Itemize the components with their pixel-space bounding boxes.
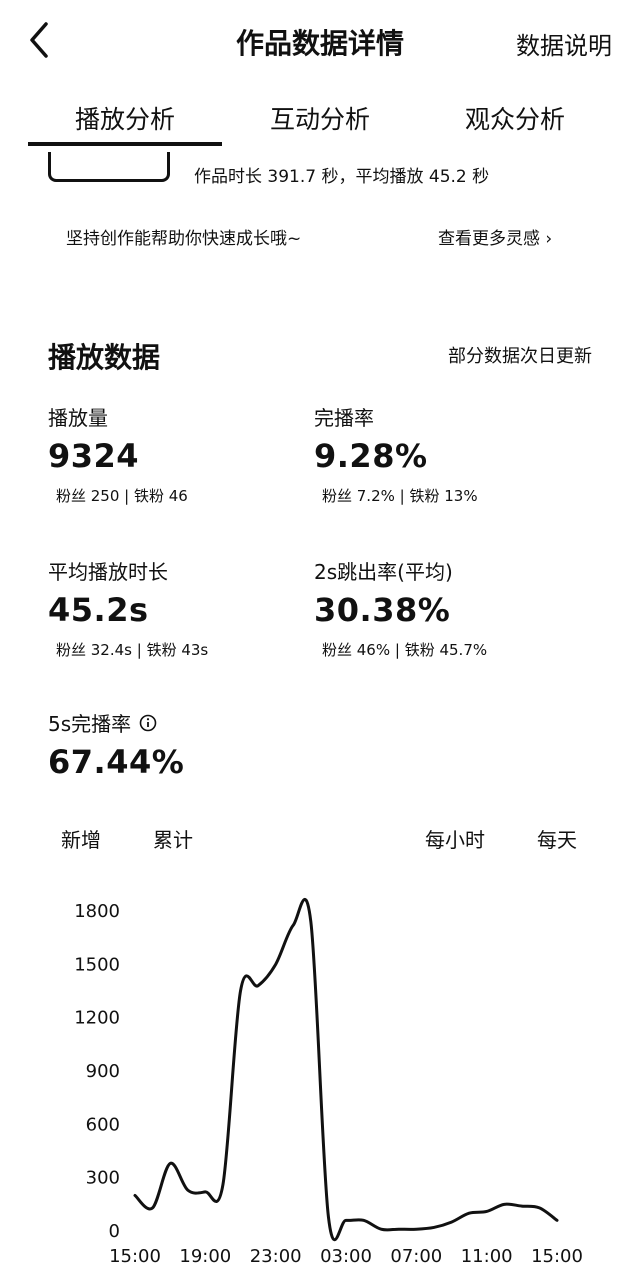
metric-plays: 播放量 9324 粉丝 250 | 铁粉 46 [48, 402, 188, 506]
metric-label: 播放量 [48, 406, 108, 430]
metric-value: 67.44% [48, 743, 185, 781]
metric-breakdown: 粉丝 250 | 铁粉 46 [56, 487, 188, 505]
metric-label: 完播率 [314, 406, 374, 430]
section-update-note: 部分数据次日更新 [448, 346, 592, 367]
metric-breakdown: 粉丝 7.2% | 铁粉 13% [322, 487, 478, 505]
work-duration-text: 作品时长 391.7 秒，平均播放 45.2 秒 [194, 167, 490, 187]
y-tick-label: 0 [109, 1221, 120, 1242]
info-circle-icon[interactable] [139, 714, 157, 732]
metric-avg-play-duration: 平均播放时长 45.2s 粉丝 32.4s | 铁粉 43s [48, 556, 208, 660]
metric-label: 2s跳出率(平均) [314, 560, 453, 584]
plays-line-chart: 0 300 600 900 1200 1500 1800 15:00 19:00 23:00 03:… [74, 897, 583, 1267]
metric-value: 30.38% [314, 591, 451, 629]
back-button[interactable] [22, 18, 62, 62]
tab-interaction-analysis[interactable]: 互动分析 [269, 105, 370, 134]
page-title: 作品数据详情 [235, 27, 404, 60]
section-title: 播放数据 [48, 341, 161, 374]
x-tick-label: 23:00 [250, 1246, 302, 1267]
analysis-tabs: 播放分析 互动分析 观众分析 [0, 96, 640, 148]
x-tick-label: 03:00 [320, 1246, 372, 1267]
tab-audience-analysis[interactable]: 观众分析 [464, 105, 565, 134]
x-tick-label: 15:00 [531, 1246, 583, 1267]
plays-series-line [133, 897, 559, 1242]
video-thumbnail[interactable] [48, 152, 170, 182]
y-tick-label: 1200 [74, 1008, 120, 1029]
toggle-cumulative[interactable]: 累计 [153, 828, 193, 852]
y-tick-label: 1800 [74, 901, 120, 922]
tab-play-analysis[interactable]: 播放分析 [74, 105, 175, 134]
toggle-new[interactable]: 新增 [61, 828, 101, 852]
more-inspiration-link[interactable]: 查看更多灵感 › [438, 229, 553, 249]
toggle-hourly[interactable]: 每小时 [425, 828, 485, 852]
metric-5s-completion-rate: 5s完播率 67.44% [48, 708, 184, 781]
metric-2s-bounce-rate: 2s跳出率(平均) 30.38% 粉丝 46% | 铁粉 45.7% [314, 556, 487, 660]
metric-label: 平均播放时长 [48, 560, 168, 584]
metric-completion-rate: 完播率 9.28% 粉丝 7.2% | 铁粉 13% [314, 402, 478, 506]
tip-text: 坚持创作能帮助你快速成长哦~ [66, 229, 302, 249]
data-help-link[interactable]: 数据说明 [516, 32, 612, 60]
metric-value: 9.28% [314, 437, 428, 475]
x-tick-label: 15:00 [109, 1246, 161, 1267]
x-tick-label: 07:00 [390, 1246, 442, 1267]
y-tick-label: 600 [86, 1114, 120, 1135]
y-tick-label: 900 [86, 1061, 120, 1082]
metric-breakdown: 粉丝 32.4s | 铁粉 43s [56, 641, 209, 659]
metric-value: 9324 [48, 437, 140, 475]
metric-breakdown: 粉丝 46% | 铁粉 45.7% [322, 641, 488, 659]
y-tick-label: 300 [86, 1168, 120, 1189]
toggle-daily[interactable]: 每天 [537, 828, 577, 852]
metric-value: 45.2s [48, 591, 149, 629]
x-tick-label: 19:00 [179, 1246, 231, 1267]
metric-label: 5s完播率 [48, 712, 132, 736]
x-tick-label: 11:00 [461, 1246, 513, 1267]
active-tab-indicator [28, 142, 222, 146]
y-tick-label: 1500 [74, 954, 120, 975]
chevron-left-icon [30, 22, 48, 58]
